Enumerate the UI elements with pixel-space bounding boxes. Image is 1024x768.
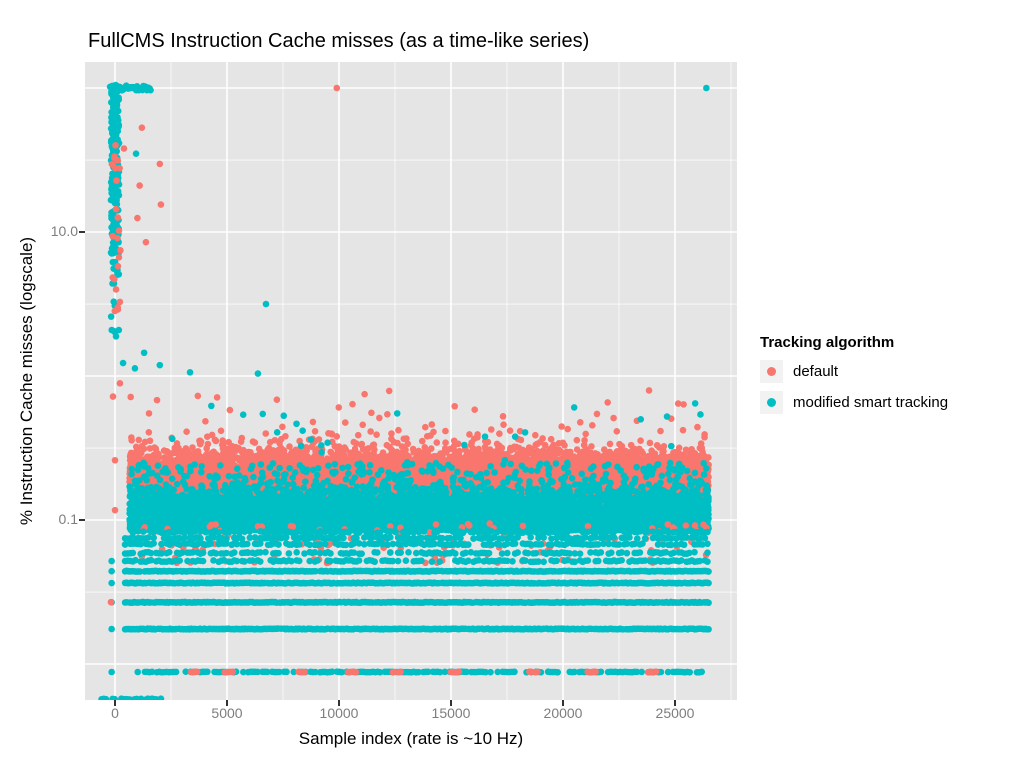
legend-item-modified: modified smart tracking <box>760 391 948 414</box>
plot-panel <box>85 62 737 700</box>
x-tick-label: 10000 <box>319 705 359 721</box>
chart-title: FullCMS Instruction Cache misses (as a t… <box>88 30 590 52</box>
y-tick-label: 10.0 <box>50 223 78 239</box>
y-tick-mark <box>79 231 85 233</box>
x-tick-mark <box>338 700 340 706</box>
x-tick-mark <box>226 700 228 706</box>
y-axis-label: % Instruction Cache misses (logscale) <box>17 236 36 526</box>
x-tick-mark <box>450 700 452 706</box>
legend-key <box>760 391 783 414</box>
y-tick-label: 0.1 <box>58 511 78 527</box>
legend: Tracking algorithm default modified smart… <box>760 334 948 422</box>
legend-key <box>760 360 783 383</box>
legend-item-label: modified smart tracking <box>793 394 949 411</box>
legend-item-label: default <box>793 363 839 380</box>
x-tick-label: 5000 <box>211 705 243 721</box>
x-tick-label: 20000 <box>543 705 583 721</box>
x-axis-label: Sample index (rate is ~10 Hz) <box>298 729 524 748</box>
legend-dot-icon <box>767 367 776 376</box>
x-tick-mark <box>674 700 676 706</box>
legend-title: Tracking algorithm <box>760 334 895 351</box>
x-tick-label: 25000 <box>655 705 695 721</box>
x-tick-label: 0 <box>111 705 119 721</box>
legend-dot-icon <box>767 398 776 407</box>
x-tick-mark <box>562 700 564 706</box>
legend-items: default modified smart tracking <box>760 360 948 414</box>
x-tick-label: 15000 <box>431 705 471 721</box>
y-tick-mark <box>79 519 85 521</box>
x-tick-mark <box>114 700 116 706</box>
legend-item-default: default <box>760 360 948 383</box>
